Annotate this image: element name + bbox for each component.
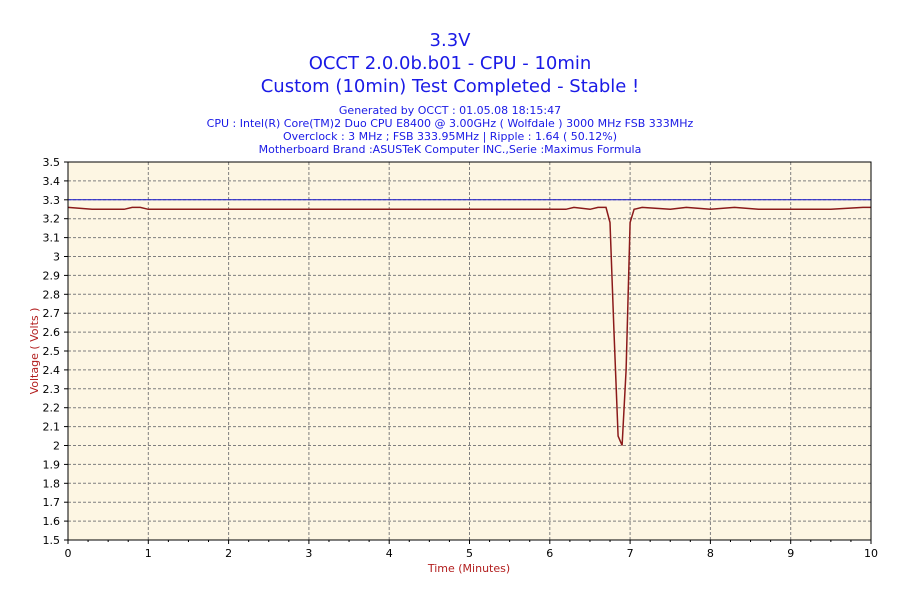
- y-axis: 1.5 1.6 1.7 1.8 1.9 2 2.1 2.2 2.3 2.4 2.5 2.6 2.7 2.8…: [43, 156, 68, 547]
- x-tick-label: 9: [787, 547, 794, 560]
- y-tick-label: 1.5: [43, 534, 61, 547]
- x-tick-label: 3: [305, 547, 312, 560]
- y-tick-label: 1.7: [43, 496, 61, 509]
- voltage-series-line: [67, 206, 871, 446]
- plot-frame: [67, 161, 872, 541]
- chart-subtitle: OCCT 2.0.0b.b01 - CPU - 10min: [309, 53, 592, 74]
- y-tick-label: 2.9: [43, 269, 61, 282]
- y-tick-label: 2.7: [43, 307, 61, 320]
- x-tick-label: 4: [386, 547, 393, 560]
- info-motherboard: Motherboard Brand :ASUSTeK Computer INC.…: [259, 143, 642, 156]
- y-tick-label: 2.1: [43, 421, 61, 434]
- x-tick-label: 0: [65, 547, 72, 560]
- y-tick-label: 2.4: [43, 364, 61, 377]
- x-tick-label: 2: [225, 547, 232, 560]
- y-axis-label: Voltage ( Volts ): [28, 308, 41, 395]
- y-tick-label: 3.5: [43, 156, 61, 169]
- chart-status: Custom (10min) Test Completed - Stable !: [261, 76, 640, 97]
- y-tick-label: 2.5: [43, 345, 61, 358]
- x-tick-label: 6: [546, 547, 553, 560]
- info-overclock: Overclock : 3 MHz ; FSB 333.95MHz | Ripp…: [283, 130, 617, 143]
- info-cpu: CPU : Intel(R) Core(TM)2 Duo CPU E8400 @…: [207, 117, 694, 130]
- y-tick-label: 3.2: [43, 213, 61, 226]
- y-tick-label: 3.4: [43, 175, 61, 188]
- title-block: 3.3V OCCT 2.0.0b.b01 - CPU - 10min Custo…: [261, 30, 640, 97]
- x-tick-label: 7: [627, 547, 634, 560]
- info-block: Generated by OCCT : 01.05.08 18:15:47 CP…: [207, 104, 694, 156]
- x-tick-label: 5: [466, 547, 473, 560]
- y-tick-label: 2.3: [43, 383, 61, 396]
- grid-lines: [68, 162, 871, 540]
- x-tick-label: 10: [864, 547, 878, 560]
- info-generated: Generated by OCCT : 01.05.08 18:15:47: [339, 104, 561, 117]
- y-tick-label: 3.3: [43, 194, 61, 207]
- x-axis: 0 1 2 3 4 5 6 7 8 9 10: [65, 540, 878, 560]
- y-tick-label: 2: [53, 440, 60, 453]
- y-tick-label: 1.8: [43, 477, 61, 490]
- y-tick-label: 2.2: [43, 402, 61, 415]
- y-tick-label: 3.1: [43, 232, 61, 245]
- y-tick-label: 1.9: [43, 458, 61, 471]
- y-tick-label: 2.6: [43, 326, 61, 339]
- y-tick-label: 3: [53, 251, 60, 264]
- x-axis-label: Time (Minutes): [427, 562, 510, 575]
- y-tick-label: 1.6: [43, 515, 61, 528]
- x-tick-label: 1: [145, 547, 152, 560]
- chart-title: 3.3V: [430, 30, 472, 51]
- x-tick-label: 8: [707, 547, 714, 560]
- y-tick-label: 2.8: [43, 288, 61, 301]
